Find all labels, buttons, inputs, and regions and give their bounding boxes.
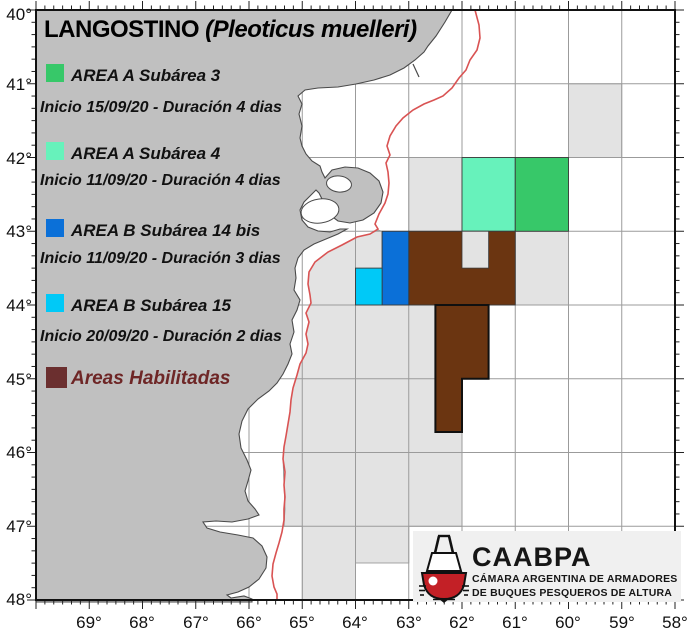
veda-boundary-red-line [271,9,481,600]
cell-area-b-subarea-14bis [381,230,410,306]
land-group [35,9,453,603]
lat-label: 46° [6,443,32,462]
legend-detail-area-a4: Inicio 11/09/20 - Duración 4 dias [40,172,281,189]
legend-detail-area-b14bis: Inicio 11/09/20 - Duración 3 dias [40,250,281,267]
title-scientific-name: (Pleoticus muelleri) [205,16,417,43]
lon-label: 63° [396,613,422,632]
lat-label: 42° [6,149,32,168]
lon-label: 68° [129,613,155,632]
lat-label: 47° [6,517,32,536]
cell-area-a-subarea-3 [514,157,569,232]
lat-label: 45° [6,370,32,389]
legend-label-area-a4: AREA A Subárea 4 [71,144,221,163]
legend-label-area-b14bis: AREA B Subárea 14 bis [71,221,261,240]
legend-swatch-area-a4 [46,142,64,160]
lon-label: 62° [449,613,475,632]
cell-gray-41-42 [568,83,623,158]
logo-subtitle-line2: DE BUQUES PESQUEROS DE ALTURA [472,587,673,599]
subarea-cells [355,157,569,433]
lat-label: 44° [6,296,32,315]
legend-detail-area-b15: Inicio 20/09/20 - Duración 2 dias [40,328,282,345]
lon-label: 58° [662,613,687,632]
land-argentina [35,9,453,603]
lon-label: 67° [183,613,209,632]
lat-label: 40° [6,5,32,24]
golfo-nuevo [300,198,340,224]
cell-area-a-subarea-4 [461,157,516,232]
lon-label: 64° [342,613,368,632]
lon-label: 60° [555,613,581,632]
cell-habilitada-outlined-strip [434,304,490,433]
legend-swatch-area-b14bis [46,219,64,237]
cell-gray-42-43 [408,157,463,232]
logo-subtitle-line1: CÁMARA ARGENTINA DE ARMADORES [472,573,678,585]
legend-label-habilitadas: Areas Habilitadas [71,368,231,389]
cell-gray-notch-43-435 [461,230,490,269]
legend-swatch-area-a3 [46,64,64,82]
title-common-name: LANGOSTINO [44,16,200,43]
legend-label-area-b15: AREA B Subárea 15 [71,296,231,315]
lat-label: 48° [6,590,32,609]
lat-label: 43° [6,222,32,241]
legend-swatch-habilitadas [46,367,67,388]
logo-name: CAABPA [472,542,592,572]
buoy-icon [419,534,469,603]
map-frame [35,9,676,601]
page-title: LANGOSTINO (Pleoticus muelleri) [44,16,417,44]
lon-label: 61° [502,613,528,632]
lon-label: 69° [76,613,102,632]
cell-gray-43-44 [514,230,569,306]
lon-label: 66° [236,613,262,632]
golfo-san-jose [326,175,352,193]
lon-label: 65° [289,613,315,632]
legend-swatch-area-b15 [46,294,64,312]
lat-label: 41° [6,75,32,94]
legend-label-area-a3: AREA A Subárea 3 [71,66,221,85]
legend-detail-area-a3: Inicio 15/09/20 - Duración 4 dias [40,99,282,116]
cell-area-b-subarea-15 [355,267,383,306]
caabpa-logo: CAABPA CÁMARA ARGENTINA DE ARMADORES DE … [413,531,681,603]
mar-chiquita-inlet [412,63,420,78]
lon-label: 59° [609,613,635,632]
